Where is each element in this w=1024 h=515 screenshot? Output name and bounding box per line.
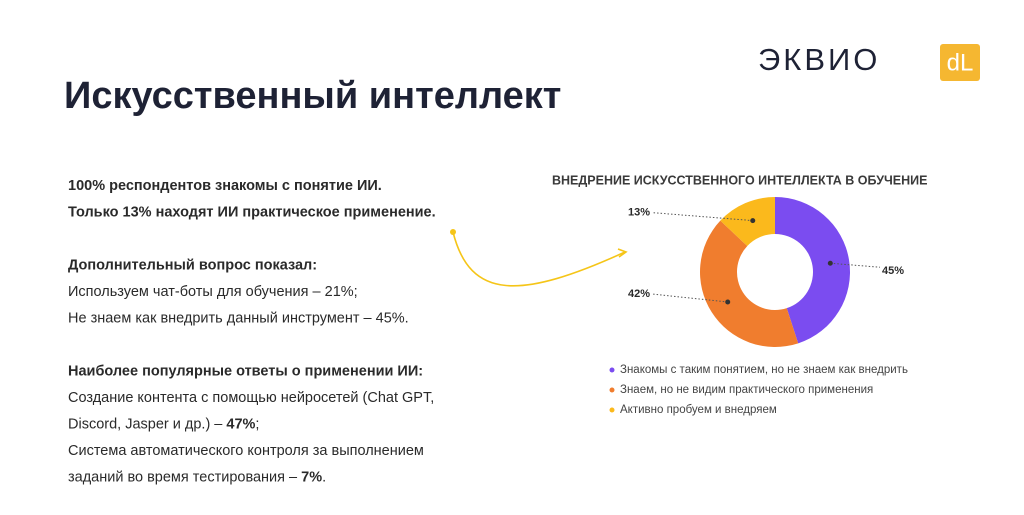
leader-line <box>651 293 728 303</box>
text-line: Система автоматического контроля за выпо… <box>68 443 424 459</box>
text-line: Не знаем как внедрить данный инструмент … <box>68 310 409 326</box>
text-run: 7% <box>301 469 322 485</box>
text-run: заданий во время тестирования – <box>68 469 301 485</box>
text-line: Наиболее популярные ответы о применении … <box>68 363 423 379</box>
legend-label: Активно пробуем и внедряем <box>620 404 777 416</box>
chart-title: ВНЕДРЕНИЕ ИСКУССТВЕННОГО ИНТЕЛЛЕКТА В ОБ… <box>552 173 927 187</box>
text-run: 47% <box>226 416 255 432</box>
value-label: 45% <box>882 265 904 277</box>
donut-slice <box>700 220 799 347</box>
logo-mark: dL <box>947 49 974 76</box>
text-run: Дополнительный вопрос показал: <box>68 257 317 273</box>
legend-marker <box>609 367 615 373</box>
text-run: Только 13% находят ИИ практическое приме… <box>68 204 436 220</box>
text-line: Дополнительный вопрос показал: <box>68 257 317 273</box>
text-run: Discord, Jasper и др.) – <box>68 416 226 432</box>
text-run: Система автоматического контроля за выпо… <box>68 443 424 459</box>
text-line: Discord, Jasper и др.) – 47%; <box>68 416 259 432</box>
arrow-head <box>617 248 628 258</box>
logo-text: ЭКВИО <box>758 42 880 77</box>
legend-label: Знакомы с таким понятием, но не знаем ка… <box>620 364 908 376</box>
text-run: ; <box>255 416 259 432</box>
text-run: . <box>322 469 326 485</box>
leader-dot <box>827 260 833 266</box>
leader-line <box>651 212 753 222</box>
leader-dot <box>725 299 731 305</box>
slide-title: Искусственный интеллект <box>64 75 561 117</box>
value-label: 13% <box>628 207 650 219</box>
text-line: 100% респондентов знакомы с понятие ИИ. <box>68 178 382 194</box>
donut-slice <box>775 197 850 344</box>
text-run: Создание контента с помощью нейросетей (… <box>68 390 434 406</box>
legend-marker <box>609 407 615 413</box>
donut-slice <box>720 197 775 246</box>
text-line: Используем чат-боты для обучения – 21%; <box>68 284 358 300</box>
text-run: Не знаем как внедрить данный инструмент … <box>68 310 409 326</box>
leader-dot <box>750 218 756 224</box>
text-run: 100% респондентов знакомы с понятие ИИ. <box>68 178 382 194</box>
legend-marker <box>609 387 615 393</box>
text-line: Создание контента с помощью нейросетей (… <box>68 390 434 406</box>
logo-box <box>940 44 980 81</box>
legend-label: Знаем, но не видим практического примене… <box>620 384 873 396</box>
arrow <box>452 231 626 287</box>
text-run: Наиболее популярные ответы о применении … <box>68 363 423 379</box>
leader-line <box>830 262 881 268</box>
value-label: 42% <box>628 288 650 300</box>
text-line: Только 13% находят ИИ практическое приме… <box>68 204 436 220</box>
text-line: заданий во время тестирования – 7%. <box>68 469 326 485</box>
arrow-dot <box>450 229 456 235</box>
text-run: Используем чат-боты для обучения – 21%; <box>68 284 358 300</box>
